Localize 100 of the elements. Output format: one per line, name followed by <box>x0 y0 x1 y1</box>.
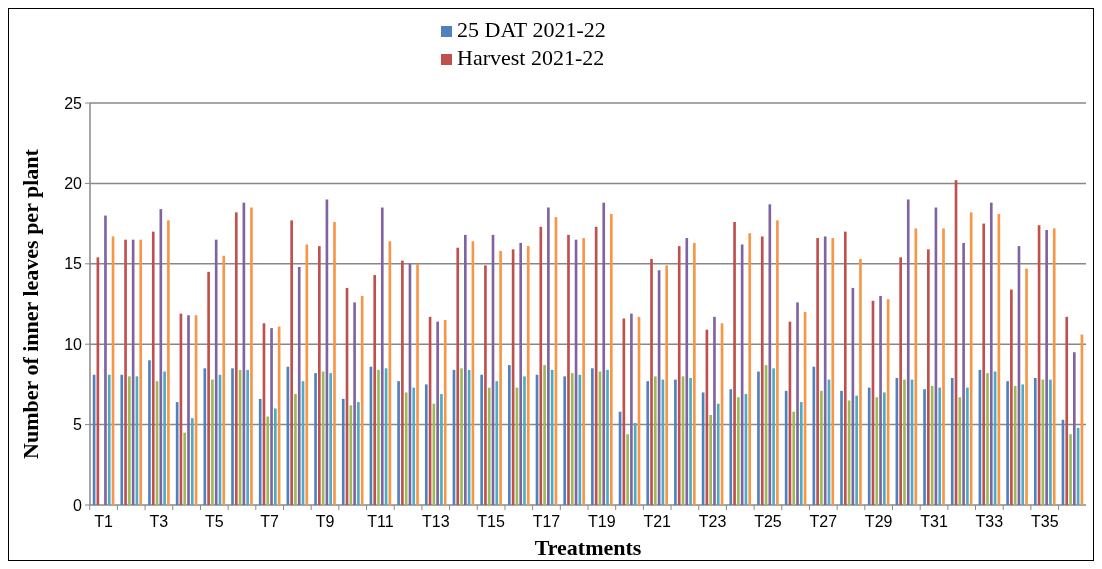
bar <box>760 236 764 505</box>
x-tick-label: T3 <box>149 513 169 530</box>
bar <box>416 263 419 505</box>
bar <box>234 212 238 505</box>
bar <box>840 390 843 505</box>
bar <box>570 373 574 505</box>
bar <box>796 302 799 505</box>
y-tick-label: 15 <box>64 255 83 273</box>
bar <box>823 236 827 505</box>
x-tick-label: T13 <box>421 513 450 530</box>
bar <box>214 239 218 505</box>
y-tick-label: 25 <box>64 94 83 112</box>
bar <box>148 360 151 505</box>
bar <box>203 368 207 505</box>
bar <box>353 302 356 505</box>
bar <box>1033 377 1037 505</box>
x-tick-label: T25 <box>754 513 782 530</box>
bar <box>1052 228 1056 505</box>
bar <box>831 238 835 505</box>
bar <box>508 365 511 505</box>
bar <box>456 247 460 505</box>
bar <box>693 242 696 505</box>
bar <box>128 376 131 505</box>
bar <box>757 371 760 505</box>
bar <box>674 379 677 505</box>
bar <box>729 389 733 505</box>
bar <box>883 392 886 505</box>
x-tick-label: T19 <box>588 513 616 530</box>
bar <box>357 402 360 505</box>
bar <box>543 365 546 505</box>
bar <box>495 381 499 505</box>
bar <box>646 381 650 505</box>
bar <box>523 376 526 505</box>
bar <box>567 234 570 505</box>
bar <box>733 221 736 505</box>
bar <box>159 209 163 505</box>
bar <box>464 234 467 505</box>
bar <box>120 374 124 505</box>
bar <box>104 215 107 505</box>
bar <box>633 422 637 505</box>
x-tick-label: T7 <box>260 513 280 530</box>
bar <box>547 207 550 505</box>
bar <box>606 369 609 505</box>
bar <box>207 271 210 505</box>
bar <box>124 239 127 505</box>
bar <box>716 403 720 505</box>
x-tick-label: T31 <box>920 513 948 530</box>
legend-label: Harvest 2021-22 <box>457 45 605 70</box>
bar <box>609 213 613 505</box>
bar <box>989 202 993 505</box>
x-tick-label: T21 <box>643 513 672 530</box>
bar <box>685 238 689 505</box>
x-tick-label: T5 <box>204 513 224 530</box>
bar <box>950 377 954 505</box>
bar <box>665 265 668 505</box>
bar <box>401 260 404 505</box>
bar <box>799 402 803 505</box>
bar <box>484 265 487 505</box>
bar <box>942 228 945 505</box>
bar <box>986 373 989 505</box>
bar <box>487 387 491 505</box>
bar <box>677 246 681 505</box>
bar <box>927 249 930 505</box>
bar <box>526 246 530 505</box>
bar <box>274 408 277 505</box>
bar <box>630 313 633 505</box>
bar <box>1010 289 1013 505</box>
bar <box>582 238 585 505</box>
bar <box>602 202 606 505</box>
y-tick-label: 0 <box>73 496 83 514</box>
bar <box>305 244 309 505</box>
bar <box>843 231 847 505</box>
bar <box>923 389 926 505</box>
bar <box>906 199 910 505</box>
x-tick-label: T33 <box>975 513 1004 530</box>
bar <box>499 250 502 505</box>
bar <box>1065 316 1069 505</box>
bar <box>349 405 353 505</box>
bar <box>318 246 321 505</box>
bar <box>373 275 377 505</box>
bar <box>333 221 336 505</box>
x-tick-label: T15 <box>477 513 505 530</box>
bar <box>899 257 902 505</box>
bar <box>270 328 273 505</box>
bar <box>412 387 416 505</box>
bar <box>107 374 111 505</box>
bar <box>440 394 443 505</box>
bar <box>290 220 293 505</box>
bar <box>914 228 918 505</box>
bar <box>443 320 447 505</box>
bar <box>258 398 262 505</box>
bar <box>294 394 297 505</box>
bar <box>1073 352 1076 505</box>
x-axis-title: Treatments <box>534 535 642 560</box>
bar <box>211 379 214 505</box>
bar <box>480 374 483 505</box>
bar <box>653 376 657 505</box>
x-tick-label: T29 <box>864 513 893 530</box>
bar <box>650 258 653 505</box>
bar <box>1013 386 1017 505</box>
